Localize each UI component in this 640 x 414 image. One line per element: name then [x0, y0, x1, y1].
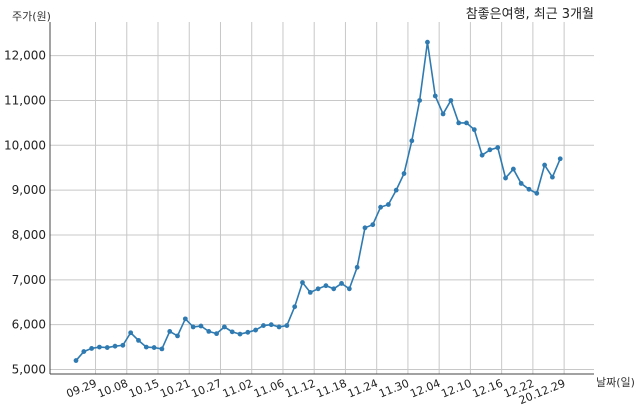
x-tick-label: 12.16 [471, 377, 505, 401]
x-tick-labels: 09.2910.0810.1510.2110.2711.0211.0611.12… [65, 377, 568, 407]
data-point [362, 225, 368, 231]
data-point [253, 327, 259, 333]
x-tick-label: 10.21 [158, 377, 192, 401]
data-point [167, 329, 173, 334]
x-tick-label: 11.30 [377, 377, 411, 401]
x-tick-label: 10.15 [127, 377, 161, 401]
data-point [401, 171, 407, 176]
data-point [229, 329, 235, 335]
data-point [378, 204, 383, 210]
data-point [182, 316, 188, 322]
data-point [518, 181, 524, 186]
data-point [503, 175, 508, 181]
data-point [448, 98, 454, 103]
x-tick-label: 09.29 [65, 377, 99, 401]
chart-title: 참좋은여행, 최근 3개월 [466, 6, 594, 22]
data-point [128, 330, 134, 336]
x-tick-label: 11.24 [346, 377, 380, 401]
data-point [268, 322, 274, 328]
x-tick-label: 11.18 [314, 377, 348, 401]
data-point [175, 333, 180, 339]
data-point [323, 283, 329, 289]
data-point [495, 145, 501, 150]
data-point [534, 190, 540, 196]
data-point [237, 331, 243, 337]
data-point [284, 323, 290, 328]
data-point [542, 162, 547, 168]
data-point [315, 286, 321, 292]
price-series [73, 39, 563, 363]
data-point [151, 345, 157, 350]
data-point [456, 120, 462, 126]
data-point [81, 349, 87, 354]
y-tick-label: 9,000 [12, 183, 46, 197]
data-point [261, 323, 266, 328]
data-point [409, 138, 415, 144]
x-tick-label: 10.27 [190, 377, 224, 401]
y-tick-label: 12,000 [4, 49, 46, 63]
data-point [550, 174, 555, 180]
data-point [417, 98, 423, 103]
data-point [440, 111, 446, 117]
data-point [464, 120, 469, 126]
data-point [120, 342, 126, 348]
data-point [89, 346, 95, 351]
data-point [198, 323, 204, 329]
data-point [386, 202, 391, 207]
data-point [97, 344, 102, 350]
data-point [346, 286, 352, 292]
y-tick-label: 8,000 [12, 228, 46, 242]
data-point [221, 324, 227, 330]
series-line [75, 42, 561, 362]
y-tick-label: 7,000 [12, 273, 46, 287]
x-axis-label: 날짜(일) [596, 375, 635, 389]
x-tick-label: 11.06 [252, 377, 286, 401]
data-point [73, 358, 79, 363]
data-point [143, 344, 149, 350]
data-point [487, 147, 493, 153]
data-point [393, 187, 399, 193]
data-point [136, 337, 141, 343]
data-point [479, 152, 485, 158]
x-tick-label: 11.02 [221, 377, 255, 401]
data-point [307, 289, 313, 295]
y-axis-label: 주가(원) [12, 10, 51, 23]
x-tick-label: 12.04 [408, 377, 442, 401]
y-tick-label: 10,000 [4, 138, 46, 152]
data-point [370, 222, 376, 228]
x-tick-label: 12.10 [439, 377, 473, 401]
data-point [292, 304, 298, 310]
y-tick-labels: 5,000 6,000 7,000 8,000 9,000 10,000 11,000 12,… [4, 49, 46, 377]
grid [50, 22, 594, 374]
data-point [159, 346, 165, 352]
data-point [206, 329, 212, 334]
data-point [190, 324, 196, 330]
data-point [526, 186, 532, 192]
x-tick-label: 10.08 [96, 377, 130, 401]
axes [49, 22, 594, 375]
data-point [557, 156, 563, 162]
data-point [104, 345, 110, 350]
data-point [245, 329, 251, 335]
data-point [354, 264, 360, 270]
data-point [214, 331, 219, 337]
y-tick-label: 6,000 [12, 318, 46, 332]
y-tick-label: 11,000 [4, 93, 46, 107]
data-point [510, 166, 516, 172]
data-point [339, 281, 344, 286]
data-point [112, 343, 118, 349]
data-point [425, 39, 430, 45]
data-point [432, 93, 438, 99]
data-point [276, 324, 282, 330]
data-point [331, 286, 337, 292]
data-point [471, 127, 477, 133]
data-point [300, 280, 305, 285]
x-tick-label: 11.12 [283, 377, 317, 401]
y-tick-label: 5,000 [12, 363, 46, 377]
